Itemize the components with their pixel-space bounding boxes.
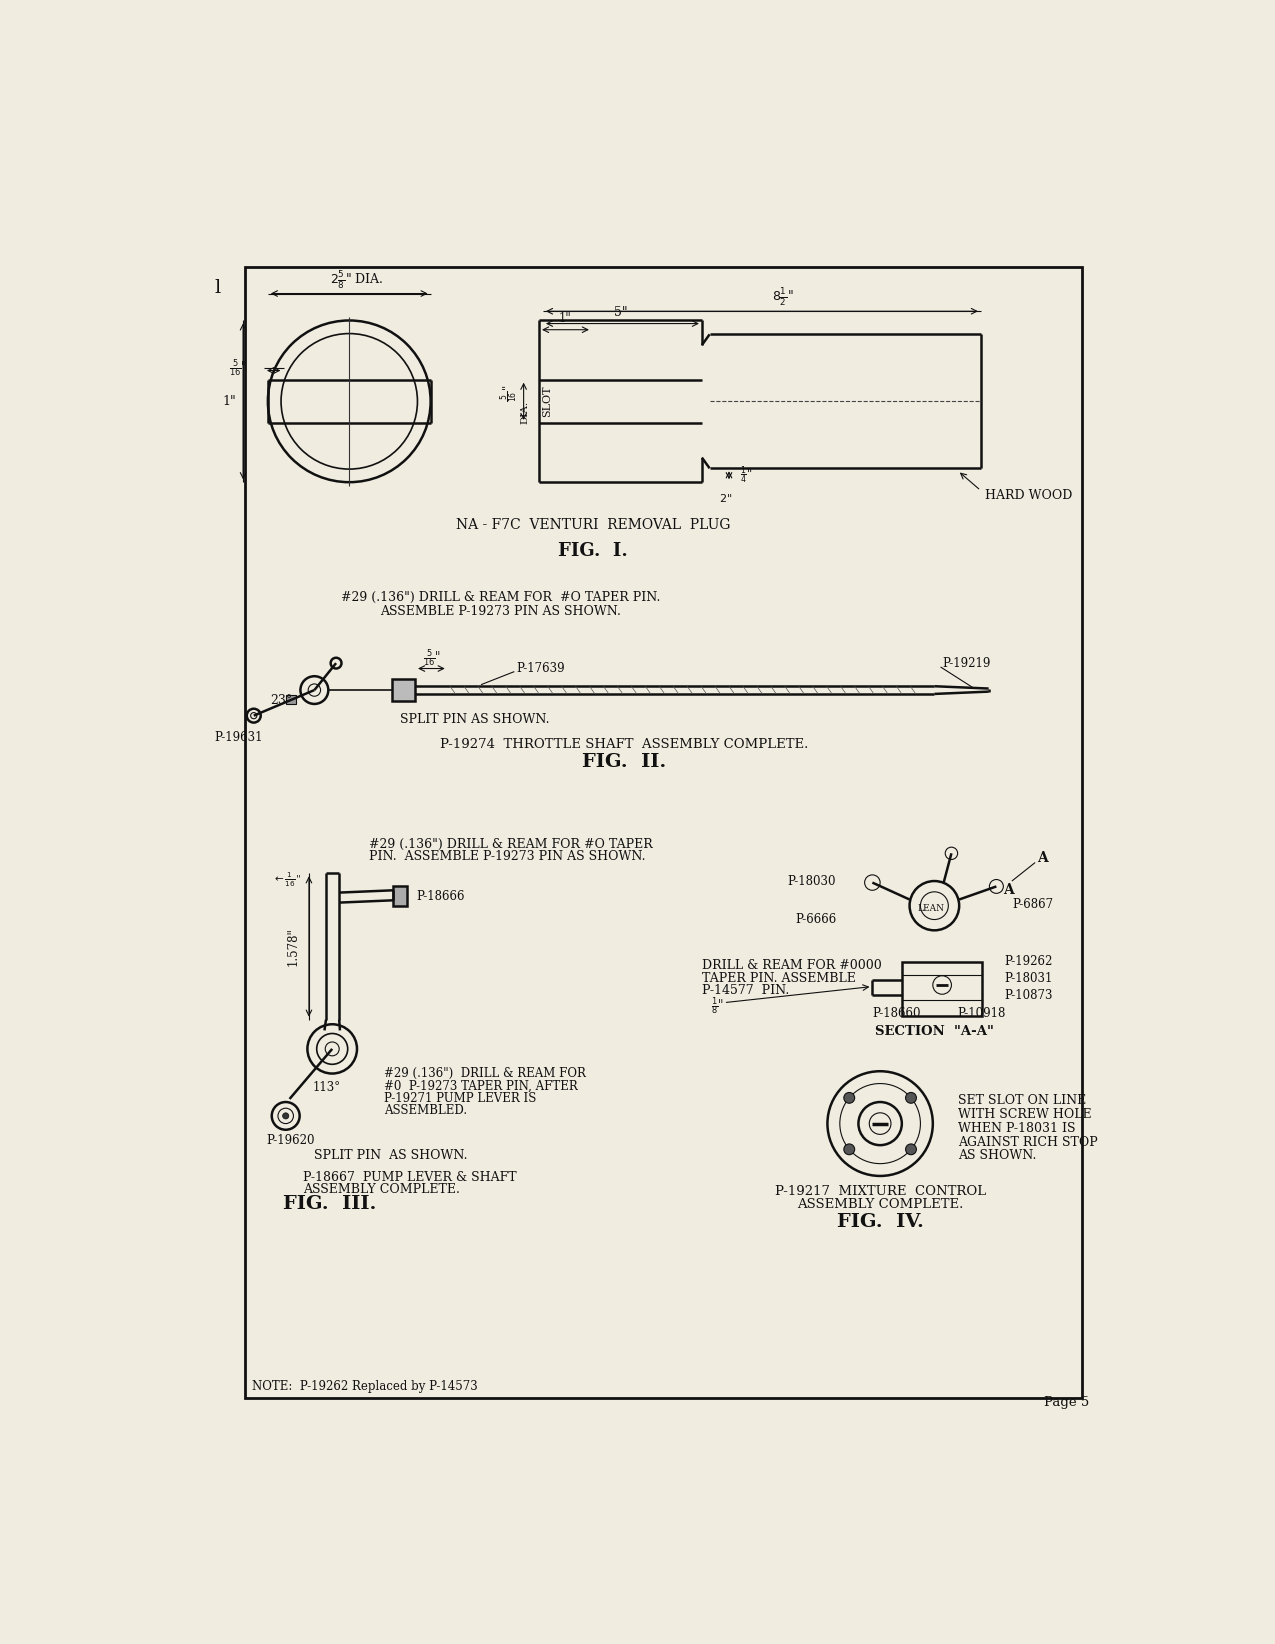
Text: 23°: 23° (270, 694, 292, 707)
Text: P-18666: P-18666 (417, 889, 465, 903)
Text: SPLIT PIN  AS SHOWN.: SPLIT PIN AS SHOWN. (315, 1149, 468, 1162)
Text: P-18660: P-18660 (872, 1008, 921, 1019)
Text: $\frac{5}{16}$": $\frac{5}{16}$" (423, 646, 441, 669)
Text: DIA.: DIA. (520, 401, 529, 424)
Text: FIG.  I.: FIG. I. (558, 543, 629, 561)
Text: 1": 1" (222, 395, 236, 408)
Text: SECTION  "A-A": SECTION "A-A" (875, 1024, 993, 1037)
Text: ASSEMBLE P-19273 PIN AS SHOWN.: ASSEMBLE P-19273 PIN AS SHOWN. (380, 605, 621, 618)
Text: 5": 5" (613, 306, 627, 319)
Text: P-19274  THROTTLE SHAFT  ASSEMBLY COMPLETE.: P-19274 THROTTLE SHAFT ASSEMBLY COMPLETE… (440, 738, 808, 751)
Text: #29 (.136") DRILL & REAM FOR  #O TAPER PIN.: #29 (.136") DRILL & REAM FOR #O TAPER PI… (340, 592, 660, 605)
Text: FIG.  II.: FIG. II. (583, 753, 667, 771)
Text: A: A (1038, 852, 1048, 865)
Text: P-14577  PIN.: P-14577 PIN. (701, 983, 789, 996)
Text: $2\frac{5}{8}$" DIA.: $2\frac{5}{8}$" DIA. (330, 268, 384, 291)
Text: $\frac{1}{4}$": $\frac{1}{4}$" (740, 465, 752, 487)
Circle shape (844, 1093, 854, 1103)
Text: P-19631: P-19631 (214, 730, 263, 743)
Bar (287, 695, 296, 704)
Text: P-19262: P-19262 (1005, 955, 1052, 968)
Text: ASSEMBLED.: ASSEMBLED. (384, 1105, 467, 1116)
Text: P-6666: P-6666 (794, 912, 836, 926)
Bar (394, 886, 408, 906)
Text: $8\frac{1}{2}$": $8\frac{1}{2}$" (773, 286, 794, 309)
Text: $\frac{5}{16}$": $\frac{5}{16}$" (499, 385, 520, 403)
Text: P-10918: P-10918 (958, 1008, 1006, 1019)
Text: P-19271 PUMP LEVER IS: P-19271 PUMP LEVER IS (384, 1092, 537, 1105)
Text: Page 5: Page 5 (1044, 1396, 1089, 1409)
Text: #29 (.136") DRILL & REAM FOR #O TAPER: #29 (.136") DRILL & REAM FOR #O TAPER (368, 837, 653, 850)
Text: P-18031: P-18031 (1005, 972, 1052, 985)
Text: P-6867: P-6867 (1012, 898, 1053, 911)
Bar (901, 962, 983, 1016)
Text: P-18667  PUMP LEVER & SHAFT: P-18667 PUMP LEVER & SHAFT (302, 1171, 516, 1184)
Text: P-19620: P-19620 (266, 1134, 315, 1148)
Text: 1.578": 1.578" (287, 927, 300, 967)
Text: A: A (1002, 883, 1014, 898)
Text: WITH SCREW HOLE: WITH SCREW HOLE (958, 1108, 1091, 1121)
Text: #29 (.136")  DRILL & REAM FOR: #29 (.136") DRILL & REAM FOR (384, 1067, 586, 1080)
Text: P-17639: P-17639 (516, 663, 565, 676)
Text: SPLIT PIN AS SHOWN.: SPLIT PIN AS SHOWN. (399, 713, 550, 727)
Text: PIN.  ASSEMBLE P-19273 PIN AS SHOWN.: PIN. ASSEMBLE P-19273 PIN AS SHOWN. (368, 850, 645, 863)
Text: AS SHOWN.: AS SHOWN. (958, 1149, 1037, 1162)
Text: DRILL & REAM FOR #0000: DRILL & REAM FOR #0000 (701, 958, 881, 972)
Text: AGAINST RICH STOP: AGAINST RICH STOP (958, 1136, 1098, 1149)
Text: ASSEMBLY COMPLETE.: ASSEMBLY COMPLETE. (797, 1198, 964, 1212)
Text: $2$": $2$" (719, 492, 732, 503)
Bar (245, 266, 1081, 1399)
Text: SLOT: SLOT (542, 386, 552, 418)
Text: ASSEMBLY COMPLETE.: ASSEMBLY COMPLETE. (302, 1184, 459, 1197)
Text: NOTE:  P-19262 Replaced by P-14573: NOTE: P-19262 Replaced by P-14573 (252, 1381, 478, 1394)
Text: LEAN: LEAN (918, 904, 945, 914)
Text: TAPER PIN. ASSEMBLE: TAPER PIN. ASSEMBLE (701, 972, 856, 985)
Circle shape (844, 1144, 854, 1154)
Text: FIG.  III.: FIG. III. (283, 1195, 376, 1213)
Text: P-10873: P-10873 (1005, 988, 1053, 1001)
Text: P-19217  MIXTURE  CONTROL: P-19217 MIXTURE CONTROL (774, 1185, 986, 1198)
Text: $\leftarrow\frac{1}{16}$": $\leftarrow\frac{1}{16}$" (272, 870, 301, 889)
Text: P-19219: P-19219 (942, 656, 991, 669)
Text: FIG.  IV.: FIG. IV. (836, 1213, 923, 1231)
Text: HARD WOOD: HARD WOOD (984, 488, 1072, 501)
Text: WHEN P-18031 IS: WHEN P-18031 IS (958, 1121, 1075, 1134)
Bar (391, 679, 416, 700)
Text: 113°: 113° (312, 1080, 340, 1093)
Text: NA - F7C  VENTURI  REMOVAL  PLUG: NA - F7C VENTURI REMOVAL PLUG (456, 518, 731, 531)
Circle shape (905, 1093, 917, 1103)
Text: $\frac{5}{16}$": $\frac{5}{16}$" (230, 357, 247, 380)
Text: P-18030: P-18030 (787, 875, 835, 888)
Text: $\frac{1}{8}$": $\frac{1}{8}$" (711, 995, 724, 1016)
Text: SET SLOT ON LINE: SET SLOT ON LINE (958, 1093, 1086, 1106)
Circle shape (905, 1144, 917, 1154)
Circle shape (283, 1113, 289, 1120)
Text: #0  P-19273 TAPER PIN, AFTER: #0 P-19273 TAPER PIN, AFTER (384, 1080, 578, 1092)
Text: l: l (214, 279, 221, 298)
Text: 1": 1" (560, 312, 572, 326)
